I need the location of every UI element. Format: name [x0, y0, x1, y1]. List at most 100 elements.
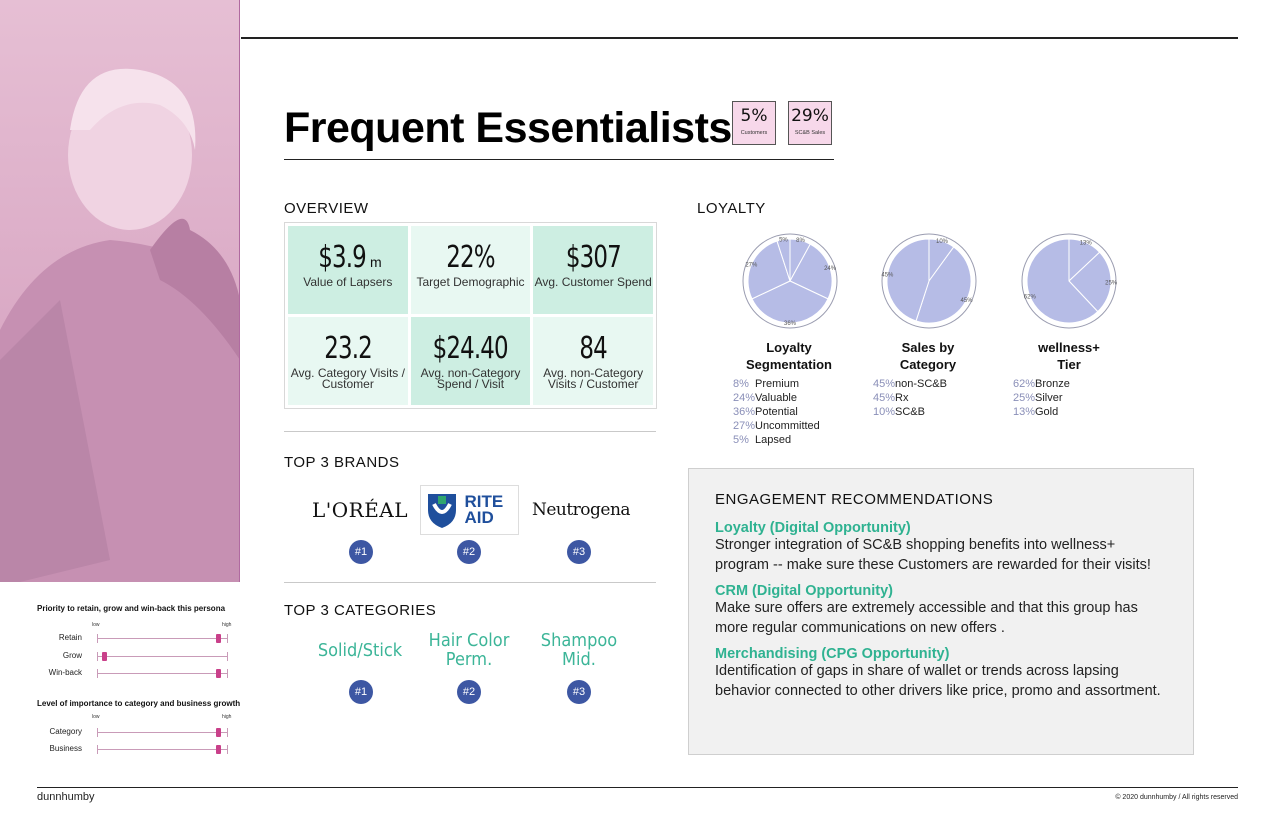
overview-cell: $24.40 Avg. non-Category Spend / Visit	[410, 317, 531, 405]
stat-label: Customers	[740, 130, 768, 136]
legend-item: 8% Premium	[733, 377, 820, 391]
legend-item: 13%Gold	[1013, 405, 1070, 419]
brand-logo-riteaid: RITE AID	[420, 485, 519, 535]
slider-label: Business	[49, 744, 82, 753]
pie-slice	[747, 240, 791, 300]
legend-pct: 13%	[1013, 406, 1036, 418]
cell-value: 22%	[446, 240, 495, 275]
winback-slider	[97, 669, 228, 678]
persona-photo	[0, 0, 240, 582]
legend-name: Valuable	[755, 392, 797, 404]
pie-slice-label: 10%	[936, 239, 949, 245]
pie-title-line: Segmentation	[746, 357, 832, 372]
cell-label: Target Demographic	[416, 275, 525, 289]
slider-knob	[215, 669, 221, 678]
legend-pct: 27%	[733, 420, 756, 432]
high-label: high	[222, 714, 232, 720]
overview-cell: 84 Avg. non-Category Visits / Customer	[533, 317, 653, 405]
slider-knob	[215, 634, 221, 643]
cell-label: Avg. non-Category Spend / Visit	[420, 366, 521, 391]
legend-item: 36%Potential	[733, 405, 820, 419]
pie-title-line: wellness+	[1038, 340, 1100, 355]
overview-cell: 23.2 Avg. Category Visits / Customer	[288, 317, 408, 405]
legend-pct: 45%	[873, 378, 896, 390]
legend-pct: 5%	[733, 434, 749, 446]
engagement-heading: ENGAGEMENT RECOMMENDATIONS	[715, 491, 994, 508]
pie-title: wellness+ Tier	[1009, 339, 1129, 373]
slider-label: Category	[49, 727, 82, 736]
cell-value: 84	[579, 331, 607, 366]
overview-cell: $307 Avg. Customer Spend	[533, 226, 653, 314]
legend-item: 5% Lapsed	[733, 433, 820, 447]
high-label: high	[222, 622, 232, 628]
stat-value: 5%	[740, 106, 768, 126]
pie-slice	[751, 280, 829, 324]
overview-cell: 22% Target Demographic	[410, 226, 531, 314]
brand-name: RITE AID	[464, 492, 504, 527]
footer-copyright: © 2020 dunnhumby / All rights reserved	[1115, 794, 1238, 801]
pie-slice	[1026, 238, 1099, 324]
categories-heading: TOP 3 CATEGORIES	[284, 602, 437, 619]
recommendation-text: Identification of gaps in share of walle…	[715, 663, 1161, 699]
pie-title-line: Category	[899, 357, 957, 372]
recommendation-text: Make sure offers are extremely accessibl…	[715, 600, 1138, 636]
footer-logo: dunnhumby	[37, 791, 95, 803]
pie-slice-label: 36%	[784, 321, 797, 327]
overview-grid: $3.9 m Value of Lapsers 22% Target Demogr…	[284, 222, 657, 409]
category-slider	[97, 728, 228, 737]
recommendation-title: Loyalty (Digital Opportunity)	[715, 520, 911, 536]
business-slider	[97, 745, 228, 754]
loyalty-heading: LOYALTY	[697, 200, 766, 217]
category-line: Perm.	[445, 649, 493, 670]
category-line: Hair Color	[428, 630, 510, 651]
cell-value: $3.9	[318, 240, 367, 275]
slider-knob	[101, 652, 107, 661]
category-line: Solid/Stick	[317, 640, 403, 661]
legend-item: 10%SC&B	[873, 405, 947, 419]
low-label: low	[92, 714, 100, 720]
slider-label: Win-back	[48, 668, 82, 677]
bottom-divider	[37, 787, 1238, 788]
pie-title: Loyalty Segmentation	[729, 339, 849, 373]
category-label: Solid/Stick	[306, 641, 414, 660]
pie-slice-label: 27%	[745, 262, 758, 268]
category-legend: 45%non-SC&B 45%Rx 10%SC&B	[873, 377, 947, 419]
pie-slice-label: 8%	[796, 238, 805, 244]
section-divider	[284, 431, 656, 432]
rank-badge: #1	[349, 680, 373, 704]
category-line: Shampoo	[540, 630, 618, 651]
brands-heading: TOP 3 BRANDS	[284, 454, 400, 471]
slider-knob	[215, 728, 221, 737]
page-title: Frequent Essentialists	[284, 104, 732, 152]
legend-name: Lapsed	[755, 434, 792, 446]
rank-badge: #2	[457, 540, 481, 564]
cell-value: 23.2	[323, 331, 373, 366]
stat-box-sales: 29% SC&B Sales	[788, 101, 832, 145]
pie-slice-label: 45%	[961, 298, 974, 304]
legend-pct: 25%	[1013, 392, 1036, 404]
low-label: low	[92, 622, 100, 628]
legend-name: SC&B	[895, 406, 925, 418]
pie-slice-label: 24%	[824, 266, 837, 272]
stat-box-customers: 5% Customers	[732, 101, 776, 145]
legend-name: Gold	[1035, 406, 1059, 418]
brand-logo-neutrogena: Neutrogena	[528, 485, 634, 535]
pie-title-line: Tier	[1057, 357, 1081, 372]
legend-pct: 45%	[873, 392, 896, 404]
legend-item: 25%Silver	[1013, 391, 1070, 405]
brand-name: Neutrogena	[531, 500, 631, 520]
pie-slice	[886, 238, 930, 322]
legend-pct: 24%	[733, 392, 756, 404]
stat-label: SC&B Sales	[794, 130, 826, 136]
pie-slice	[915, 246, 972, 324]
pie-slice-label: 13%	[1080, 240, 1093, 246]
legend-name: Bronze	[1035, 378, 1070, 390]
pie-slice-label: 45%	[881, 272, 894, 278]
slider-label: Grow	[62, 651, 82, 660]
legend-item: 62%Bronze	[1013, 377, 1070, 391]
cell-label: Avg. Category Visits / Customer	[290, 366, 405, 391]
priority-title: Priority to retain, grow and win-back th…	[37, 604, 226, 613]
pie-slice-label: 5%	[779, 237, 788, 243]
category-label: Shampoo Mid.	[525, 631, 633, 669]
legend-pct: 36%	[733, 406, 756, 418]
